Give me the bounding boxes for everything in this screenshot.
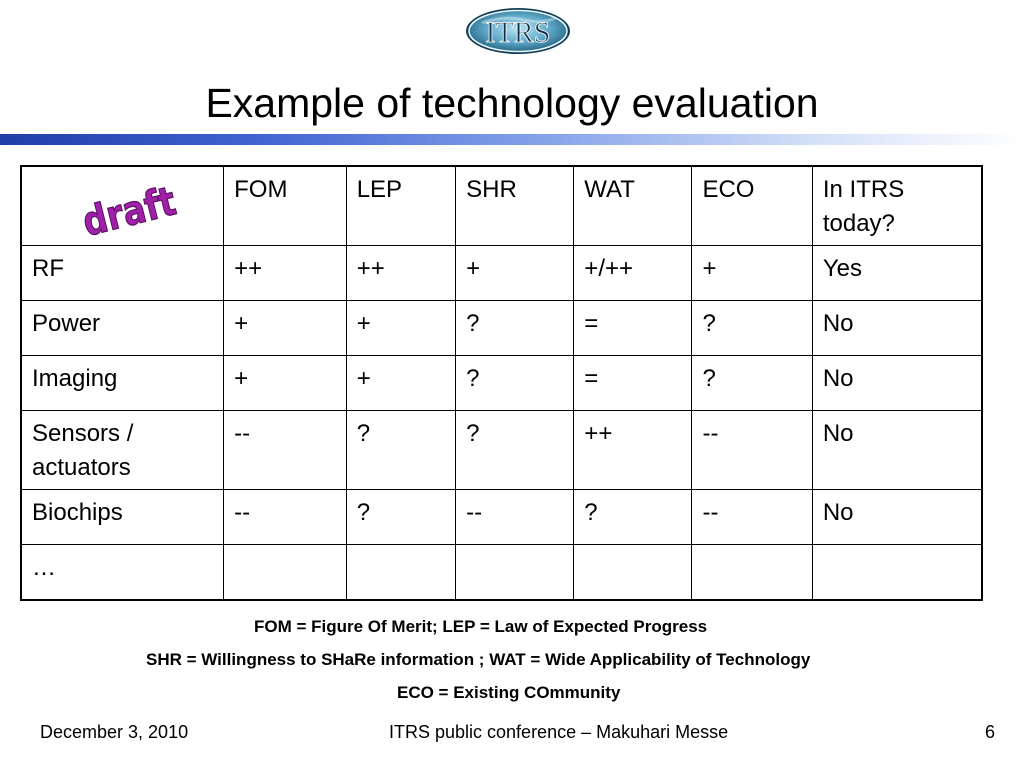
row-label-rf: RF	[20, 245, 225, 301]
table-cell	[455, 544, 575, 601]
table-cell: No	[811, 410, 983, 490]
row-label-sensors-actuators: Sensors / actuators	[20, 410, 225, 490]
title-divider	[0, 134, 1024, 145]
table-cell: Yes	[811, 245, 983, 301]
table-cell: +	[691, 245, 813, 301]
table-cell: ++	[345, 245, 457, 301]
table-header-row: draft FOM LEP SHR WAT ECO In ITRS today?	[20, 165, 983, 247]
table-cell: --	[223, 410, 347, 490]
table-row-imaging: Imaging + + ? = ? No	[20, 355, 983, 411]
table-cell: ?	[691, 300, 813, 356]
draft-stamp: draft	[78, 175, 182, 247]
table-cell: +	[345, 355, 457, 411]
corner-cell: draft	[20, 165, 225, 247]
table-cell	[691, 544, 813, 601]
table-cell: No	[811, 355, 983, 411]
table-cell: No	[811, 489, 983, 545]
evaluation-table: draft FOM LEP SHR WAT ECO In ITRS today?…	[20, 165, 983, 601]
table-cell: +	[223, 300, 347, 356]
table-row-ellipsis: …	[20, 544, 983, 601]
draft-stamp-text: draft	[78, 178, 180, 243]
table-cell: ?	[573, 489, 693, 545]
table-cell: ++	[223, 245, 347, 301]
row-label-sensors-line1: Sensors /	[32, 420, 134, 447]
table-cell: ?	[455, 355, 575, 411]
table-cell: +	[223, 355, 347, 411]
table-row-power: Power + + ? = ? No	[20, 300, 983, 356]
column-header-in-itrs: In ITRS today?	[811, 165, 983, 246]
table-cell: --	[223, 489, 347, 545]
table-cell: ++	[573, 410, 693, 490]
table-cell: --	[455, 489, 575, 545]
column-header-in-itrs-line2: today?	[822, 210, 895, 237]
table-cell: =	[573, 355, 693, 411]
table-cell: --	[691, 410, 813, 490]
table-cell	[573, 544, 693, 601]
table-cell: ?	[455, 300, 575, 356]
column-header-in-itrs-line1: In ITRS	[822, 176, 905, 203]
row-label-imaging: Imaging	[20, 355, 225, 411]
table-cell: +	[455, 245, 575, 301]
table-cell: No	[811, 300, 983, 356]
page-number: 6	[985, 722, 996, 742]
table-cell	[223, 544, 347, 601]
table-row-biochips: Biochips -- ? -- ? -- No	[20, 489, 983, 545]
column-header-eco: ECO	[691, 165, 813, 246]
table-row-rf: RF ++ ++ + +/++ + Yes	[20, 245, 983, 301]
table-cell: --	[691, 489, 813, 545]
itrs-globe-logo-icon: ITRS	[464, 6, 572, 56]
table-cell: +	[345, 300, 457, 356]
footer-conference: ITRS public conference – Makuhari Messe	[389, 722, 729, 742]
footer-date: December 3, 2010	[40, 722, 189, 742]
column-header-fom: FOM	[223, 165, 347, 246]
table-cell: ?	[345, 489, 457, 545]
column-header-shr: SHR	[455, 165, 575, 246]
row-label-ellipsis: …	[20, 544, 225, 601]
column-header-lep: LEP	[345, 165, 457, 246]
slide-title: Example of technology evaluation	[205, 80, 819, 126]
footnote-shr-wat: SHR = Willingness to SHaRe information ;…	[146, 650, 811, 669]
table-cell: +/++	[573, 245, 693, 301]
table-cell: =	[573, 300, 693, 356]
row-label-biochips: Biochips	[20, 489, 225, 545]
logo-text: ITRS	[485, 16, 550, 49]
table-row-sensors-actuators: Sensors / actuators -- ? ? ++ -- No	[20, 410, 983, 490]
column-header-wat: WAT	[573, 165, 693, 246]
row-label-power: Power	[20, 300, 225, 356]
footnote-eco: ECO = Existing COmmunity	[397, 683, 621, 702]
table-cell	[811, 544, 983, 601]
row-label-sensors-line2: actuators	[32, 454, 131, 481]
footnote-fom-lep: FOM = Figure Of Merit; LEP = Law of Expe…	[254, 617, 708, 636]
table-cell: ?	[345, 410, 457, 490]
table-cell: ?	[691, 355, 813, 411]
table-cell: ?	[455, 410, 575, 490]
table-cell	[345, 544, 457, 601]
